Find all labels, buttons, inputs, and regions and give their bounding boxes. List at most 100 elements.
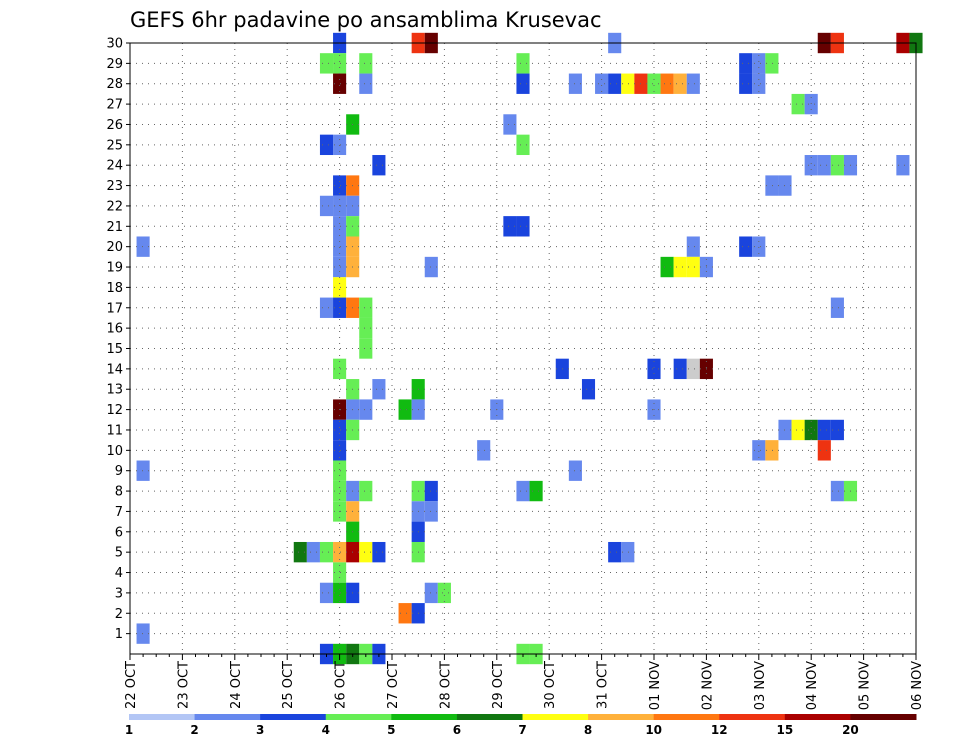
y-tick-label: 24 [106, 159, 123, 174]
x-tick-label: 03 NOV [753, 661, 768, 710]
heatmap-cell [136, 460, 150, 481]
heatmap-cell [660, 256, 674, 278]
heatmap-cell [568, 73, 582, 94]
heatmap-cell [424, 582, 438, 604]
heatmap-cell [752, 440, 766, 461]
heatmap-cell [830, 297, 844, 318]
heatmap-cell [673, 358, 687, 380]
heatmap-cell [333, 175, 347, 196]
heatmap-cell [686, 358, 700, 380]
heatmap-cells [136, 32, 923, 665]
y-tick-label: 25 [106, 138, 123, 153]
y-tick-label: 1 [115, 627, 123, 642]
heatmap-cell [359, 73, 373, 94]
heatmap-cell [673, 256, 687, 278]
colorbar-segment [194, 714, 261, 720]
colorbar-label: 20 [842, 723, 859, 737]
heatmap-cell [791, 419, 805, 441]
heatmap-cell [306, 541, 320, 563]
heatmap-cell [333, 256, 347, 278]
heatmap-cell [581, 379, 596, 400]
heatmap-cell [359, 317, 373, 339]
y-tick-label: 2 [115, 607, 123, 622]
heatmap-cell [424, 501, 438, 522]
y-tick-label: 9 [115, 464, 123, 479]
colorbar-label: 8 [584, 723, 592, 737]
heatmap-cell [333, 460, 347, 481]
heatmap-cell [647, 358, 661, 380]
heatmap-cell [333, 358, 347, 380]
y-axis-labels: 1234567891011121314151617181920212223242… [106, 37, 130, 642]
y-tick-label: 29 [106, 57, 123, 72]
y-tick-label: 26 [106, 118, 123, 133]
heatmap-cell [398, 603, 412, 624]
y-tick-label: 16 [106, 322, 123, 337]
colorbar-segment [325, 714, 392, 720]
heatmap-cell [333, 541, 347, 563]
heatmap-cell [293, 541, 307, 563]
y-tick-label: 15 [106, 342, 123, 357]
x-tick-label: 04 NOV [805, 661, 820, 710]
x-tick-label: 05 NOV [858, 661, 873, 710]
x-axis-labels: 22 OCT 23 OCT 24 OCT 25 OCT 26 OCT 27 OCT 28 O… [124, 654, 925, 710]
heatmap-cell [333, 236, 347, 257]
y-tick-label: 3 [115, 586, 123, 601]
y-tick-label: 17 [106, 301, 123, 316]
heatmap-cell [686, 73, 700, 94]
x-tick-label: 27 OCT [386, 661, 401, 709]
heatmap-cell [359, 338, 373, 359]
heatmap-cell [516, 216, 530, 237]
heatmap-cell [333, 134, 347, 156]
heatmap-cell [516, 134, 530, 156]
y-tick-label: 28 [106, 77, 123, 92]
heatmap-cell [608, 73, 622, 94]
chart-title: GEFS 6hr padavine po ansamblima Krusevac [130, 8, 602, 32]
x-tick-label: 25 OCT [281, 661, 296, 709]
colorbar-label: 2 [190, 723, 198, 737]
x-tick-label: 30 OCT [543, 661, 558, 709]
heatmap-cell [739, 73, 753, 94]
heatmap-cell [752, 53, 766, 74]
heatmap-cell [817, 155, 831, 176]
y-tick-label: 13 [106, 383, 123, 398]
x-tick-label: 01 NOV [648, 661, 663, 710]
colorbar-label: 5 [387, 723, 395, 737]
heatmap-cell [739, 53, 753, 74]
heatmap-cell [739, 236, 753, 257]
heatmap-cell [333, 53, 347, 74]
heatmap-cell [621, 541, 635, 563]
heatmap-cell [896, 155, 910, 176]
heatmap-cell [817, 440, 831, 461]
heatmap-cell [830, 155, 844, 176]
heatmap-cell [372, 155, 386, 176]
colorbar-segment [456, 714, 523, 720]
y-tick-label: 12 [106, 403, 123, 418]
y-tick-label: 10 [106, 444, 123, 459]
heatmap-cell [516, 73, 530, 94]
heatmap-cell [660, 73, 674, 94]
x-tick-label: 29 OCT [491, 661, 506, 709]
heatmap-cell [333, 277, 347, 298]
heatmap-cell [791, 93, 805, 115]
heatmap-cell [319, 53, 334, 74]
heatmap-cell [686, 256, 700, 278]
colorbar-label: 6 [453, 723, 461, 737]
y-tick-label: 4 [115, 566, 123, 581]
heatmap-cell [830, 419, 844, 441]
heatmap-cell [529, 480, 543, 502]
heatmap-cell [595, 73, 609, 94]
heatmap-cell [765, 53, 779, 74]
x-tick-label: 31 OCT [596, 661, 611, 709]
colorbar-segment [129, 714, 196, 720]
heatmap-cell [503, 216, 517, 237]
heatmap-cell [503, 114, 517, 135]
x-tick-label: 06 NOV [910, 661, 925, 710]
heatmap-cell [319, 195, 334, 217]
y-tick-label: 5 [115, 546, 123, 561]
y-tick-label: 7 [115, 505, 123, 520]
heatmap-cell [752, 236, 766, 257]
heatmap-cell [319, 134, 334, 156]
heatmap-cell [424, 256, 438, 278]
y-tick-label: 6 [115, 525, 123, 540]
